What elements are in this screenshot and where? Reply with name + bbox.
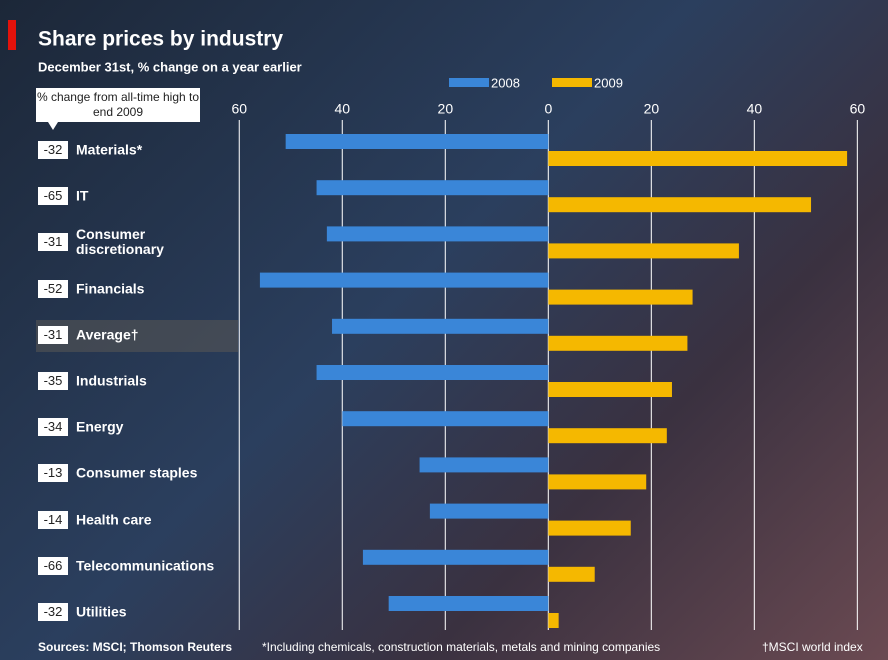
bar [548, 197, 811, 212]
legend-swatch [552, 78, 592, 87]
x-tick-label: 60 [232, 101, 248, 117]
annotation-pointer [48, 122, 58, 130]
footnote: *Including chemicals, construction mater… [262, 640, 660, 654]
all-time-high-change: -32 [38, 141, 68, 159]
bar [548, 567, 594, 582]
x-tick-label: 40 [335, 101, 351, 117]
legend-label: 2008 [491, 75, 520, 90]
all-time-high-change: -66 [38, 557, 68, 575]
all-time-high-change: -65 [38, 187, 68, 205]
bar [548, 613, 558, 628]
all-time-high-change: -31 [38, 326, 68, 344]
legend-swatch [449, 78, 489, 87]
all-time-high-change: -34 [38, 418, 68, 436]
bar [363, 550, 548, 565]
bar [286, 134, 549, 149]
footnote: †MSCI world index [762, 640, 863, 654]
category-label: Energy [76, 420, 231, 435]
bar [548, 382, 672, 397]
bar [317, 180, 549, 195]
category-label: Materials* [76, 143, 231, 158]
category-label: Utilities [76, 605, 231, 620]
bar [332, 319, 548, 334]
category-label: Financials [76, 281, 231, 296]
bar [548, 243, 739, 258]
bar [420, 457, 549, 472]
x-tick-label: 60 [850, 101, 866, 117]
all-time-high-change: -52 [38, 280, 68, 298]
chart-subtitle: December 31st, % change on a year earlie… [38, 59, 302, 74]
sources: Sources: MSCI; Thomson Reuters [38, 640, 232, 654]
x-tick-label: 40 [747, 101, 763, 117]
category-label: IT [76, 189, 231, 204]
bar [342, 411, 548, 426]
bar [548, 336, 687, 351]
bar [430, 504, 548, 519]
all-time-high-change: -14 [38, 511, 68, 529]
bar [327, 226, 548, 241]
category-label: Industrials [76, 374, 231, 389]
category-label: Average† [76, 327, 231, 342]
category-label: Health care [76, 512, 231, 527]
category-label: Consumer discretionary [76, 227, 231, 257]
all-time-high-change: -13 [38, 464, 68, 482]
all-time-high-change: -32 [38, 603, 68, 621]
accent-bar [8, 20, 16, 50]
x-tick-label: 0 [544, 101, 552, 117]
bar [389, 596, 549, 611]
chart: Share prices by industry December 31st, … [0, 0, 888, 660]
category-label: Consumer staples [76, 466, 231, 481]
chart-title: Share prices by industry [38, 28, 283, 51]
legend-label: 2009 [594, 75, 623, 90]
bar [548, 521, 630, 536]
column-header: % change from all-time high to end 2009 [36, 88, 200, 122]
x-tick-label: 20 [644, 101, 660, 117]
all-time-high-change: -35 [38, 372, 68, 390]
all-time-high-change: -31 [38, 233, 68, 251]
bar [548, 428, 666, 443]
x-tick-label: 20 [438, 101, 454, 117]
bar [548, 474, 646, 489]
category-label: Telecommunications [76, 558, 231, 573]
bar [548, 151, 847, 166]
bar [548, 290, 692, 305]
bar [260, 273, 548, 288]
bar [317, 365, 549, 380]
